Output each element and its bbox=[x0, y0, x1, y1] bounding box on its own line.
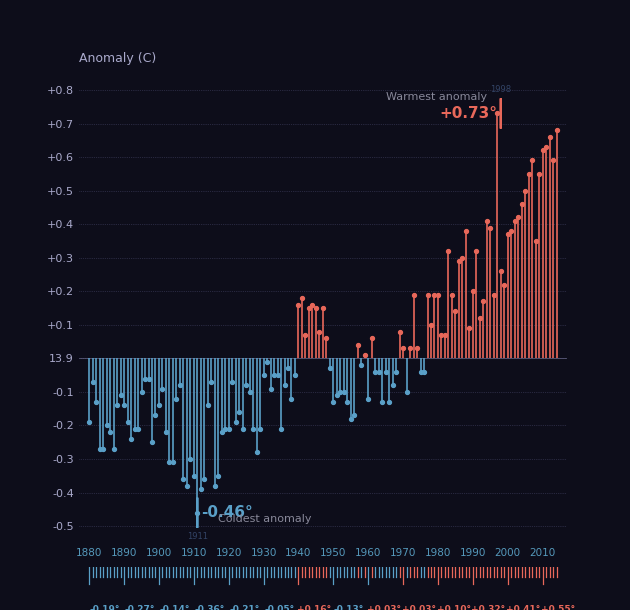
Text: -0.19°: -0.19° bbox=[89, 606, 120, 610]
Text: -0.46°: -0.46° bbox=[201, 505, 253, 520]
Text: +0.32°: +0.32° bbox=[471, 606, 506, 610]
Text: +0.73°: +0.73° bbox=[439, 106, 497, 121]
Text: -0.13°: -0.13° bbox=[334, 606, 364, 610]
Text: +0.03°: +0.03° bbox=[367, 606, 401, 610]
Text: +0.10°: +0.10° bbox=[437, 606, 471, 610]
Text: 1998: 1998 bbox=[490, 85, 512, 94]
Text: +0.41°: +0.41° bbox=[507, 606, 541, 610]
Text: Anomaly (C): Anomaly (C) bbox=[79, 52, 156, 65]
Text: -0.36°: -0.36° bbox=[195, 606, 225, 610]
Text: +0.55°: +0.55° bbox=[541, 606, 575, 610]
Text: +0.03°: +0.03° bbox=[402, 606, 436, 610]
Text: -0.27°: -0.27° bbox=[125, 606, 155, 610]
Text: -0.21°: -0.21° bbox=[229, 606, 260, 610]
Text: +0.16°: +0.16° bbox=[297, 606, 331, 610]
Text: 1911: 1911 bbox=[187, 532, 208, 541]
Text: Warmest anomaly: Warmest anomaly bbox=[386, 92, 487, 102]
Text: Coldest anomaly: Coldest anomaly bbox=[218, 514, 312, 525]
Text: -0.05°: -0.05° bbox=[264, 606, 294, 610]
Text: -0.14°: -0.14° bbox=[159, 606, 190, 610]
